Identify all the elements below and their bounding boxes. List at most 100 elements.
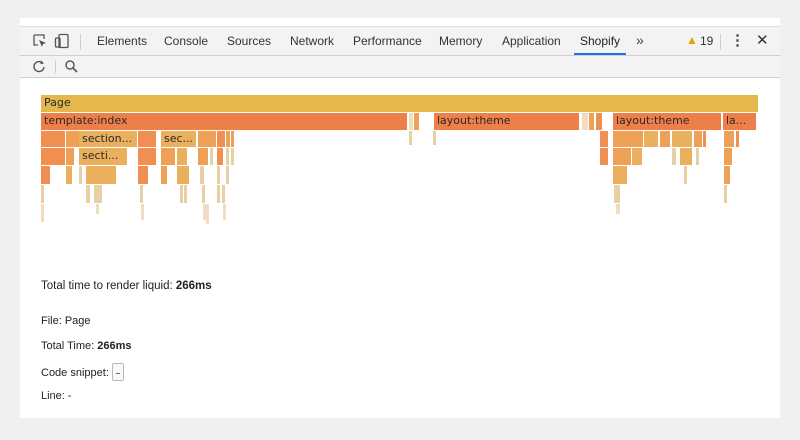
flame-bar[interactable] <box>600 148 608 165</box>
flame-bar[interactable] <box>41 131 65 147</box>
flame-bar[interactable] <box>680 148 692 165</box>
flame-bar[interactable] <box>41 166 50 184</box>
flame-bar[interactable] <box>414 113 419 130</box>
flame-bar[interactable] <box>210 148 213 165</box>
flame-bar[interactable] <box>222 185 225 203</box>
flame-bar[interactable] <box>724 185 727 203</box>
flame-bar[interactable] <box>177 166 189 184</box>
flame-bar[interactable] <box>613 148 631 165</box>
flame-bar[interactable] <box>86 166 116 184</box>
flame-bar[interactable] <box>600 131 608 147</box>
flame-bar-section[interactable]: section... <box>79 131 137 147</box>
flame-bar[interactable] <box>180 185 183 203</box>
tab-elements[interactable]: Elements <box>97 34 148 48</box>
code-snippet-row: Code snippet: <box>41 363 124 382</box>
warning-count[interactable]: 19 <box>700 34 714 48</box>
flame-bar[interactable] <box>184 185 187 203</box>
flame-bar[interactable] <box>613 131 643 147</box>
flame-bar[interactable] <box>684 166 687 184</box>
flame-bar[interactable] <box>724 148 732 165</box>
flame-bar[interactable] <box>41 204 44 222</box>
tab-shopify[interactable]: Shopify <box>573 27 627 55</box>
flame-bar[interactable] <box>79 166 82 184</box>
tab-console[interactable]: Console <box>164 34 209 48</box>
flame-bar[interactable] <box>672 131 692 147</box>
flame-bar[interactable] <box>231 131 234 147</box>
code-snippet-button[interactable] <box>111 363 124 381</box>
flame-bar[interactable] <box>724 131 734 147</box>
reload-icon[interactable] <box>32 59 46 73</box>
flame-bar[interactable] <box>433 131 436 145</box>
flame-bar[interactable] <box>66 131 79 147</box>
tab-application[interactable]: Application <box>502 34 561 48</box>
flame-bar[interactable] <box>226 131 230 147</box>
flame-bar[interactable] <box>614 185 620 203</box>
more-tabs-button[interactable]: » <box>636 32 644 48</box>
flame-bar[interactable] <box>41 185 44 203</box>
warning-icon[interactable]: ▲ <box>686 33 698 47</box>
flame-bar[interactable] <box>589 113 594 130</box>
flame-bar[interactable] <box>231 148 234 165</box>
flame-bar[interactable] <box>703 131 706 147</box>
flame-bar[interactable] <box>161 166 167 184</box>
flame-bar[interactable] <box>86 185 90 203</box>
flame-bar[interactable] <box>66 148 74 165</box>
flame-bar[interactable] <box>694 131 702 147</box>
flame-bar[interactable] <box>644 131 658 147</box>
flame-bar[interactable] <box>66 166 72 184</box>
flame-bar[interactable] <box>736 131 739 147</box>
flame-bar[interactable] <box>226 166 229 184</box>
tab-sources[interactable]: Sources <box>227 34 272 48</box>
flame-bar-section[interactable]: secti... <box>79 148 127 165</box>
tab-network[interactable]: Network <box>290 34 335 48</box>
flame-bar[interactable] <box>616 204 620 214</box>
flame-chart[interactable]: Page template:index layout:theme layout:… <box>20 78 780 253</box>
flame-bar[interactable] <box>141 204 144 220</box>
flame-bar[interactable] <box>596 113 602 130</box>
flame-bar[interactable] <box>200 166 204 184</box>
flame-bar[interactable] <box>198 148 208 165</box>
flame-bar[interactable] <box>217 148 223 165</box>
flame-bar[interactable] <box>203 204 206 220</box>
flame-bar[interactable] <box>202 185 205 203</box>
flame-bar[interactable] <box>223 204 226 220</box>
flame-bar[interactable] <box>672 148 676 165</box>
flame-bar[interactable] <box>177 148 187 165</box>
flame-bar-page[interactable]: Page <box>41 95 758 112</box>
flame-bar[interactable] <box>140 185 143 203</box>
flame-bar[interactable] <box>161 148 175 165</box>
flame-bar[interactable] <box>660 131 670 147</box>
flame-bar[interactable] <box>96 204 99 214</box>
flame-bar-layout-theme[interactable]: layout:theme <box>613 113 721 130</box>
flame-bar-template-index[interactable]: template:index <box>41 113 407 130</box>
flame-bar-layout-theme[interactable]: layout:theme <box>434 113 579 130</box>
flame-bar[interactable] <box>217 131 225 147</box>
device-toggle-icon[interactable] <box>54 33 70 49</box>
flame-bar[interactable] <box>409 113 413 130</box>
tab-performance[interactable]: Performance <box>353 34 422 48</box>
flame-bar[interactable] <box>226 148 229 165</box>
tab-memory[interactable]: Memory <box>439 34 483 48</box>
flame-bar[interactable] <box>217 185 220 203</box>
flame-bar[interactable] <box>138 148 156 165</box>
flame-bar[interactable] <box>632 148 642 165</box>
flame-bar[interactable] <box>138 131 156 147</box>
flame-bar[interactable] <box>582 113 588 130</box>
customize-menu-icon[interactable]: ⋮ <box>730 32 745 49</box>
flame-bar[interactable] <box>41 148 65 165</box>
flame-bar-layout[interactable]: la... <box>723 113 756 130</box>
flame-bar[interactable] <box>724 166 730 184</box>
close-devtools-icon[interactable]: ✕ <box>756 32 769 49</box>
total-render-time: Total time to render liquid: 266ms <box>41 280 212 292</box>
flame-bar[interactable] <box>138 166 148 184</box>
flame-bar[interactable] <box>613 166 627 184</box>
flame-bar[interactable] <box>198 131 216 147</box>
zoom-icon[interactable] <box>64 59 78 73</box>
flame-bar[interactable] <box>94 185 102 203</box>
flame-bar-section[interactable]: sec... <box>161 131 196 147</box>
flame-bar[interactable] <box>409 131 412 145</box>
flame-bar[interactable] <box>217 166 220 184</box>
inspect-element-icon[interactable] <box>32 33 48 49</box>
flame-bar[interactable] <box>696 148 699 165</box>
flame-bar[interactable] <box>206 204 209 224</box>
